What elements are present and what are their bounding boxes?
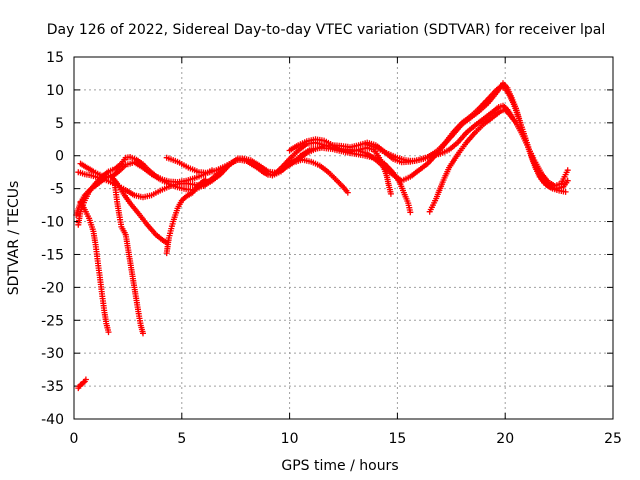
- series-points: [163, 176, 209, 257]
- y-tick-label: 15: [46, 50, 64, 66]
- series-arc-10: [163, 154, 351, 196]
- x-axis-label: GPS time / hours: [281, 458, 398, 474]
- series-arc-7: [77, 198, 112, 336]
- y-axis-label: SDTVAR / TECUs: [6, 181, 22, 296]
- plot-frame: [73, 56, 614, 420]
- data-series: [73, 80, 571, 392]
- y-tick-label: -30: [41, 346, 64, 362]
- series-arc-9: [75, 376, 89, 392]
- series-arc-8: [112, 182, 146, 337]
- y-tick-label: 5: [55, 116, 64, 132]
- series-arc-6: [163, 176, 209, 257]
- y-tick-label: -5: [50, 182, 64, 198]
- y-tick-label: -40: [41, 412, 64, 428]
- series-arc-12: [297, 144, 414, 216]
- series-points: [112, 182, 146, 337]
- series-points: [362, 102, 515, 164]
- chart-title: Day 126 of 2022, Sidereal Day-to-day VTE…: [47, 22, 605, 38]
- x-tick-label: 5: [177, 431, 186, 447]
- x-tick-label: 15: [388, 431, 406, 447]
- y-tick-label: 10: [46, 83, 64, 99]
- y-tick-label: -15: [41, 247, 64, 263]
- x-tick-label: 25: [604, 431, 622, 447]
- grid: [74, 57, 613, 419]
- series-points: [163, 154, 351, 196]
- series-points: [297, 144, 414, 216]
- y-tick-label: -35: [41, 379, 64, 395]
- x-tick-label: 20: [496, 431, 514, 447]
- series-points: [77, 198, 112, 336]
- x-tick-label: 0: [70, 431, 79, 447]
- y-tick-label: -25: [41, 313, 64, 329]
- y-tick-label: -10: [41, 215, 64, 231]
- x-tick-label: 10: [281, 431, 299, 447]
- y-tick-label: 0: [55, 149, 64, 165]
- series-arc-5: [73, 172, 170, 246]
- series-arc-13: [362, 102, 515, 164]
- series-points: [75, 376, 89, 392]
- y-tick-label: -20: [41, 280, 64, 296]
